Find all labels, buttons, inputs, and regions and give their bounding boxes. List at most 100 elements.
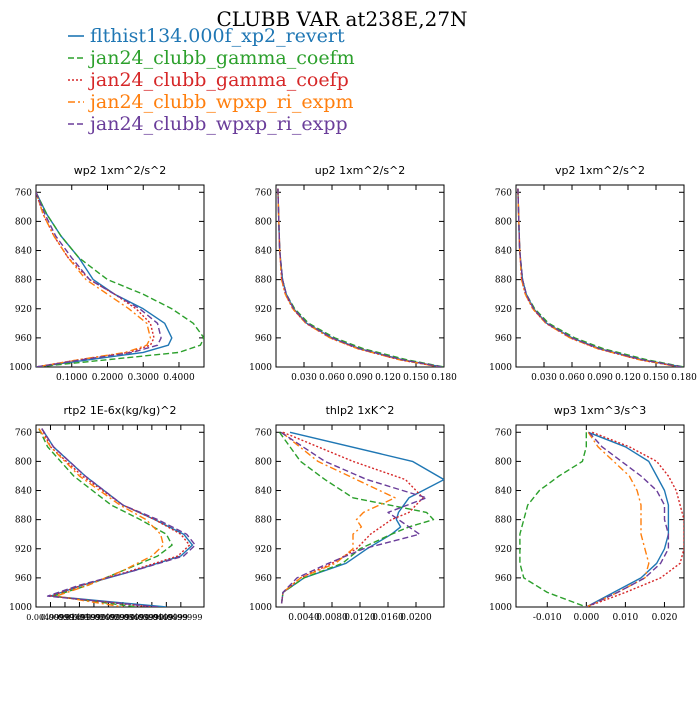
x-tick-label: 0.060	[559, 373, 585, 383]
y-tick-label: 800	[15, 217, 32, 227]
series-group	[36, 191, 204, 367]
y-tick-label: 800	[255, 217, 272, 227]
x-tick-label: 0.020	[652, 613, 678, 623]
y-tick-label: 920	[255, 545, 272, 555]
y-tick-label: 840	[495, 247, 512, 257]
series-line	[517, 188, 681, 367]
series-line	[585, 431, 670, 607]
y-tick-label: 840	[15, 247, 32, 257]
y-tick-label: 920	[255, 305, 272, 315]
y-tick-label: 960	[255, 334, 272, 344]
x-tick-label: 0.0080	[316, 613, 348, 623]
panels: wp2 1xm^2/s^2 760 800 840 880 920 960 1000 0.100…	[9, 164, 697, 623]
series-line	[36, 192, 152, 367]
chart-panel: thlp2 1xK^276080084088092096010000.00400…	[249, 404, 445, 623]
panel-title: vp2 1xm^2/s^2	[555, 164, 645, 177]
legend-label: jan24_clubb_gamma_coefm	[88, 47, 355, 69]
legend-label: jan24_clubb_wpxp_ri_expm	[88, 91, 354, 113]
legend-item: jan24_clubb_wpxp_ri_expm	[68, 91, 354, 113]
x-tick-label: 0.3000	[127, 373, 159, 383]
series-line	[280, 431, 428, 604]
y-tick-label: 960	[15, 334, 32, 344]
y-tick-label: 1000	[489, 603, 512, 613]
x-tick-label: 0.120	[375, 373, 401, 383]
series-line	[280, 431, 424, 604]
plot-frame	[515, 424, 685, 608]
panel-title: wp2 1xm^2/s^2	[74, 164, 167, 177]
x-tick-label: 0.0200	[400, 613, 432, 623]
y-tick-label: 760	[15, 188, 32, 198]
x-tick-label: 0.0249999	[87, 613, 130, 622]
y-tick-label: 760	[255, 428, 272, 438]
x-tick-label: 0.0149999	[58, 613, 101, 622]
y-tick-label: 920	[495, 545, 512, 555]
y-tick-label: 800	[15, 457, 32, 467]
y-tick-label: 760	[495, 428, 512, 438]
x-tick-label: 0.2000	[92, 373, 124, 383]
chart-panel: wp3 1xm^3/s^3 760 800 840 880 920 960 1000 -0.01…	[489, 404, 685, 623]
y-tick-label: 880	[15, 276, 32, 286]
series-line	[36, 192, 162, 367]
x-tick-label: 0.060	[319, 373, 345, 383]
y-tick-label: 880	[15, 516, 32, 526]
x-tick-label: 0.0160	[372, 613, 404, 623]
chart-panel: vp2 1xm^2/s^2 760 800 840 880 920 960 1000 0.030…	[489, 164, 697, 383]
figure-title: CLUBB VAR at238E,27N	[216, 7, 467, 31]
series-group	[519, 431, 684, 607]
x-tick-label: 0.0349999	[116, 613, 159, 622]
series-line	[517, 188, 683, 367]
series-line	[586, 431, 670, 607]
x-tick-label: 0.00499999	[26, 613, 74, 622]
y-tick-label: 960	[495, 574, 512, 584]
series-line	[277, 188, 444, 367]
series-line	[277, 188, 441, 367]
legend-label: jan24_clubb_gamma_coefp	[88, 69, 349, 91]
y-tick-label: 760	[495, 188, 512, 198]
series-line	[277, 188, 443, 367]
y-tick-label: 800	[495, 217, 512, 227]
x-tick-label: 0.0120	[344, 613, 376, 623]
series-group	[277, 188, 444, 367]
plot-frame	[35, 424, 205, 608]
y-tick-label: 880	[255, 276, 272, 286]
x-tick-label: 0.090	[347, 373, 373, 383]
series-group	[38, 428, 197, 607]
y-tick-label: 960	[495, 334, 512, 344]
series-line	[519, 432, 587, 607]
x-tick-label: 0.180	[431, 373, 457, 383]
x-tick-label: 0.00999999	[41, 613, 89, 622]
plot-frame	[515, 184, 685, 368]
series-line	[36, 192, 155, 367]
y-tick-label: 840	[495, 487, 512, 497]
legend-label: flthist134.000f_xp2_revert	[90, 25, 345, 47]
x-tick-label: 0.000	[573, 613, 599, 623]
x-tick-label: -0.010	[533, 613, 562, 623]
legend-label: jan24_clubb_wpxp_ri_expp	[88, 113, 348, 135]
x-tick-label: 0.4000	[163, 373, 195, 383]
y-tick-label: 1000	[9, 363, 32, 373]
series-line	[278, 431, 435, 604]
series-line	[41, 428, 191, 607]
series-line	[277, 188, 443, 367]
x-tick-label: 0.150	[403, 373, 429, 383]
y-tick-label: 1000	[489, 363, 512, 373]
chart-panel: wp2 1xm^2/s^2 760 800 840 880 920 960 1000 0.100…	[9, 164, 205, 383]
y-tick-label: 840	[255, 487, 272, 497]
plot-frame	[275, 184, 445, 368]
legend-item: jan24_clubb_wpxp_ri_expp	[68, 113, 348, 135]
y-tick-label: 920	[15, 545, 32, 555]
series-line	[517, 188, 681, 367]
y-tick-label: 880	[495, 516, 512, 526]
plot-frame	[35, 184, 205, 368]
series-line	[586, 431, 650, 607]
series-line	[517, 188, 684, 367]
y-tick-label: 800	[495, 457, 512, 467]
y-tick-label: 800	[255, 457, 272, 467]
x-tick-label: 0.0299999	[101, 613, 144, 622]
x-tick-label: 0.010	[613, 613, 639, 623]
series-line	[277, 188, 441, 367]
x-tick-label: 0.090	[587, 373, 613, 383]
y-tick-label: 760	[15, 428, 32, 438]
x-tick-label: 0.0199999	[72, 613, 115, 622]
series-line	[36, 191, 173, 367]
